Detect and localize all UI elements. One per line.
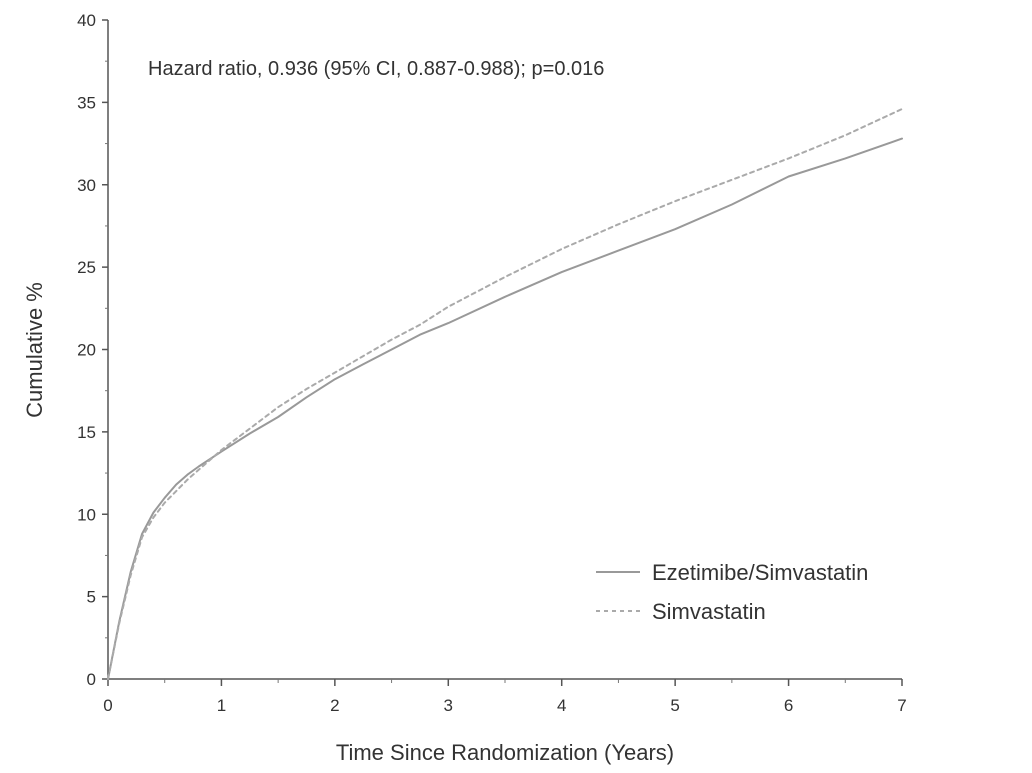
y-tick-label: 40 [77, 11, 96, 30]
x-tick-label: 5 [670, 696, 679, 715]
y-tick-label: 5 [87, 588, 96, 607]
x-tick-label: 7 [897, 696, 906, 715]
x-tick-label: 3 [444, 696, 453, 715]
x-tick-label: 0 [103, 696, 112, 715]
y-tick-label: 20 [77, 341, 96, 360]
x-tick-label: 1 [217, 696, 226, 715]
y-tick-label: 0 [87, 670, 96, 689]
hazard-ratio-annotation: Hazard ratio, 0.936 (95% CI, 0.887-0.988… [148, 58, 604, 80]
y-axis-title: Cumulative % [22, 282, 47, 418]
y-tick-label: 35 [77, 93, 96, 112]
y-tick-label: 10 [77, 505, 96, 524]
legend-label-ezetimibe-simvastatin: Ezetimibe/Simvastatin [652, 560, 868, 585]
y-tick-label: 15 [77, 423, 96, 442]
y-ticks: 0 5 10 15 20 25 30 35 40 [77, 11, 108, 689]
series-line-simvastatin [107, 108, 903, 680]
x-tick-label: 2 [330, 696, 339, 715]
x-axis-title: Time Since Randomization (Years) [336, 740, 674, 765]
y-tick-label: 25 [77, 258, 96, 277]
legend-label-simvastatin: Simvastatin [652, 599, 766, 624]
series-line-ezetimibe-simvastatin [107, 137, 903, 680]
x-ticks: 0 1 2 3 4 5 6 7 [103, 679, 907, 715]
legend: Ezetimibe/Simvastatin Simvastatin [596, 560, 868, 624]
series-lines [107, 108, 903, 680]
x-tick-label: 6 [784, 696, 793, 715]
y-tick-label: 30 [77, 176, 96, 195]
x-tick-label: 4 [557, 696, 566, 715]
